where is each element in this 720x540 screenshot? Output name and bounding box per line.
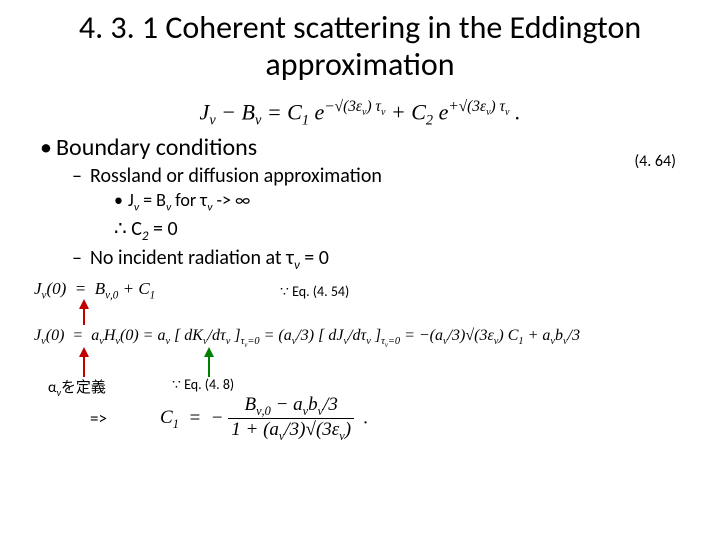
therefore-c2: ∴ C2 = 0 [114,216,690,244]
arrow-red-icon-2 [79,347,89,377]
bullet-jv-bv: Jν = Bν for τν -> ∞ [128,189,690,215]
equation-c1: C1 = − Bν,0 − aνbν/3 1 + (aν/3)√(3εν) . [160,394,368,445]
arrow-red-icon [79,299,89,325]
arrow-green-icon [204,347,214,377]
equation-main: Jν − Bν = C1 e−√(3εν) τν + C2 e+√(3εν) τ… [30,98,690,130]
bullet-rossland: Rossland or diffusion approximation [90,164,690,188]
bullet-no-incident: No incident radiation at τν = 0 [90,246,690,273]
bullet-boundary-conditions: Boundary conditions [56,133,690,162]
implies-label: => [90,408,107,429]
equation-jv0-long: Jν(0) = aνHν(0) = aν [ dKν/dτν ]τν=0 = (… [34,327,690,349]
annot-eq48: ∵ Eq. (4. 8) [172,376,234,394]
equation-jv0-bc1: Jν(0) = Bν,0 + C1 [34,279,690,301]
slide-title: 4. 3. 1 Coherent scattering in the Eddin… [30,10,690,84]
annot-alpha-def: ανを定義 [48,376,106,399]
annot-eq454: ∵ Eq. (4. 54) [280,283,349,301]
